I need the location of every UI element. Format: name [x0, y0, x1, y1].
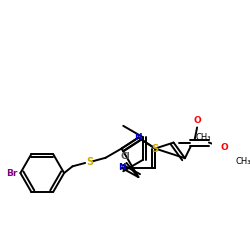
Text: Cl: Cl — [120, 152, 130, 161]
Text: N: N — [134, 133, 142, 142]
Text: O: O — [193, 116, 201, 125]
Text: CH₃: CH₃ — [236, 157, 250, 166]
Text: N: N — [118, 163, 126, 172]
Text: S: S — [86, 157, 93, 167]
Text: CH₃: CH₃ — [196, 133, 211, 142]
Text: S: S — [152, 144, 159, 154]
Text: Br: Br — [6, 168, 18, 177]
Text: O: O — [221, 143, 228, 152]
